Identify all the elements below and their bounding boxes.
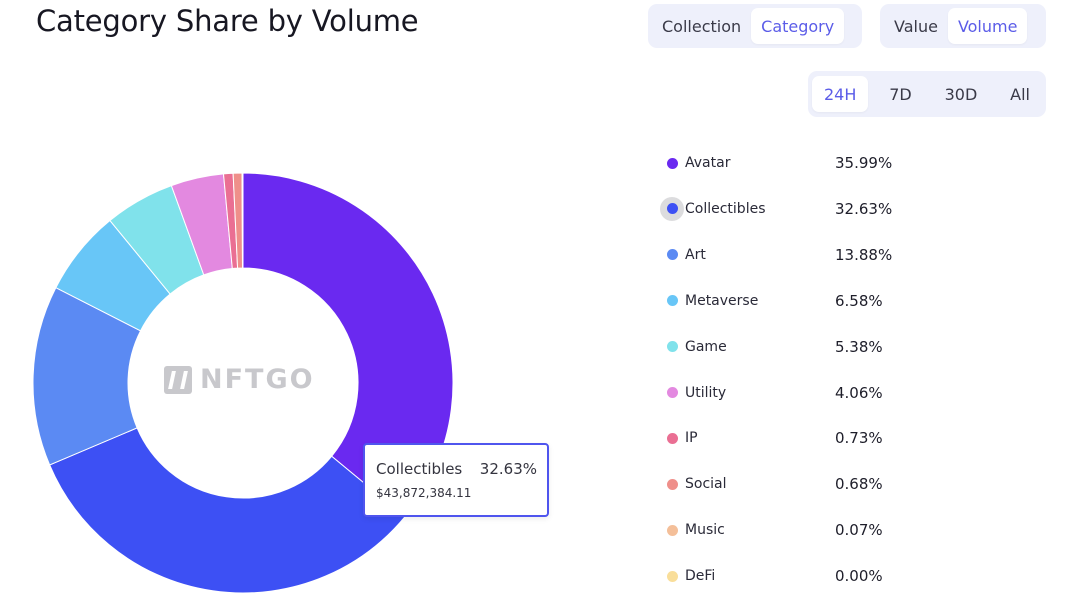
legend-marker xyxy=(662,428,682,448)
legend-label: DeFi xyxy=(685,568,716,585)
legend-marker xyxy=(662,383,682,403)
timeframe-24h[interactable]: 24H xyxy=(812,76,869,112)
legend-label: IP xyxy=(685,430,698,447)
donut-slice-music[interactable] xyxy=(241,172,244,269)
nftgo-logo-icon xyxy=(164,365,192,394)
legend-item-collectibles[interactable]: Collectibles 32.63% xyxy=(660,196,893,221)
legend-item-avatar[interactable]: Avatar 35.99% xyxy=(662,151,892,175)
legend-value: 0.73% xyxy=(835,429,883,448)
legend-value: 32.63% xyxy=(835,199,893,218)
legend-marker xyxy=(662,520,682,540)
legend-label: Art xyxy=(685,246,706,263)
legend-dot-icon xyxy=(666,341,678,353)
legend-item-ip[interactable]: IP 0.73% xyxy=(662,426,883,450)
legend-value: 0.07% xyxy=(835,521,883,540)
legend-dot-icon xyxy=(666,249,678,261)
donut-slice-collectibles[interactable] xyxy=(48,427,406,594)
legend-marker xyxy=(662,566,682,586)
legend-value: 4.06% xyxy=(835,383,883,402)
timeframe-toggle: 24H 7D 30D All xyxy=(808,71,1046,117)
legend-marker xyxy=(662,245,682,265)
toggle-value[interactable]: Value xyxy=(894,16,938,36)
legend-item-defi[interactable]: DeFi 0.00% xyxy=(662,564,883,588)
legend-label: Avatar xyxy=(685,155,731,171)
nftgo-watermark: NFTGO xyxy=(164,364,315,395)
chart-tooltip: Collectibles 32.63% $43,872,384.11 xyxy=(363,443,549,517)
tooltip-name: Collectibles xyxy=(376,460,463,478)
legend-marker xyxy=(662,474,682,494)
timeframe-7d[interactable]: 7D xyxy=(889,84,912,104)
legend-marker xyxy=(660,196,684,221)
toggle-category[interactable]: Category xyxy=(751,8,845,44)
legend-item-music[interactable]: Music 0.07% xyxy=(662,518,883,542)
metric-toggle: Value Volume xyxy=(880,4,1046,48)
legend-dot-icon xyxy=(666,295,678,307)
legend-item-metaverse[interactable]: Metaverse 6.58% xyxy=(662,289,883,313)
legend-dot-icon xyxy=(666,387,678,398)
legend-marker xyxy=(662,153,682,173)
legend-value: 35.99% xyxy=(835,154,893,172)
watermark-text: NFTGO xyxy=(200,364,315,395)
legend-dot-icon xyxy=(666,157,678,169)
legend-label: Social xyxy=(685,476,727,493)
legend-label: Metaverse xyxy=(685,292,759,309)
legend-dot-icon xyxy=(666,524,678,536)
legend-item-social[interactable]: Social 0.68% xyxy=(662,472,883,496)
legend-label: Utility xyxy=(685,384,727,401)
tooltip-value: $43,872,384.11 xyxy=(376,486,472,500)
legend-item-utility[interactable]: Utility 4.06% xyxy=(662,381,883,405)
tooltip-pct: 32.63% xyxy=(479,460,537,478)
legend-value: 0.68% xyxy=(835,475,883,494)
legend-value: 5.38% xyxy=(835,337,883,356)
legend-value: 0.00% xyxy=(835,567,883,586)
chart-title: Category Share by Volume xyxy=(36,4,419,38)
legend-value: 13.88% xyxy=(835,245,893,264)
toggle-volume[interactable]: Volume xyxy=(947,8,1028,44)
legend-dot-icon xyxy=(666,570,678,582)
legend-dot-icon xyxy=(666,203,678,215)
legend-item-art[interactable]: Art 13.88% xyxy=(662,243,892,267)
legend-value: 6.58% xyxy=(835,291,883,310)
toggle-collection[interactable]: Collection xyxy=(662,16,742,36)
view-toggle: Collection Category xyxy=(648,4,862,48)
donut-chart xyxy=(32,172,454,594)
legend-marker xyxy=(662,291,682,311)
legend-item-game[interactable]: Game 5.38% xyxy=(662,335,883,359)
legend-label: Game xyxy=(685,338,727,355)
legend-dot-icon xyxy=(666,478,678,490)
legend-label: Music xyxy=(685,522,725,539)
timeframe-30d[interactable]: 30D xyxy=(944,84,978,104)
legend-label: Collectibles xyxy=(685,200,766,217)
legend-dot-icon xyxy=(666,432,678,444)
legend-marker xyxy=(662,337,682,357)
timeframe-all[interactable]: All xyxy=(1010,84,1030,104)
